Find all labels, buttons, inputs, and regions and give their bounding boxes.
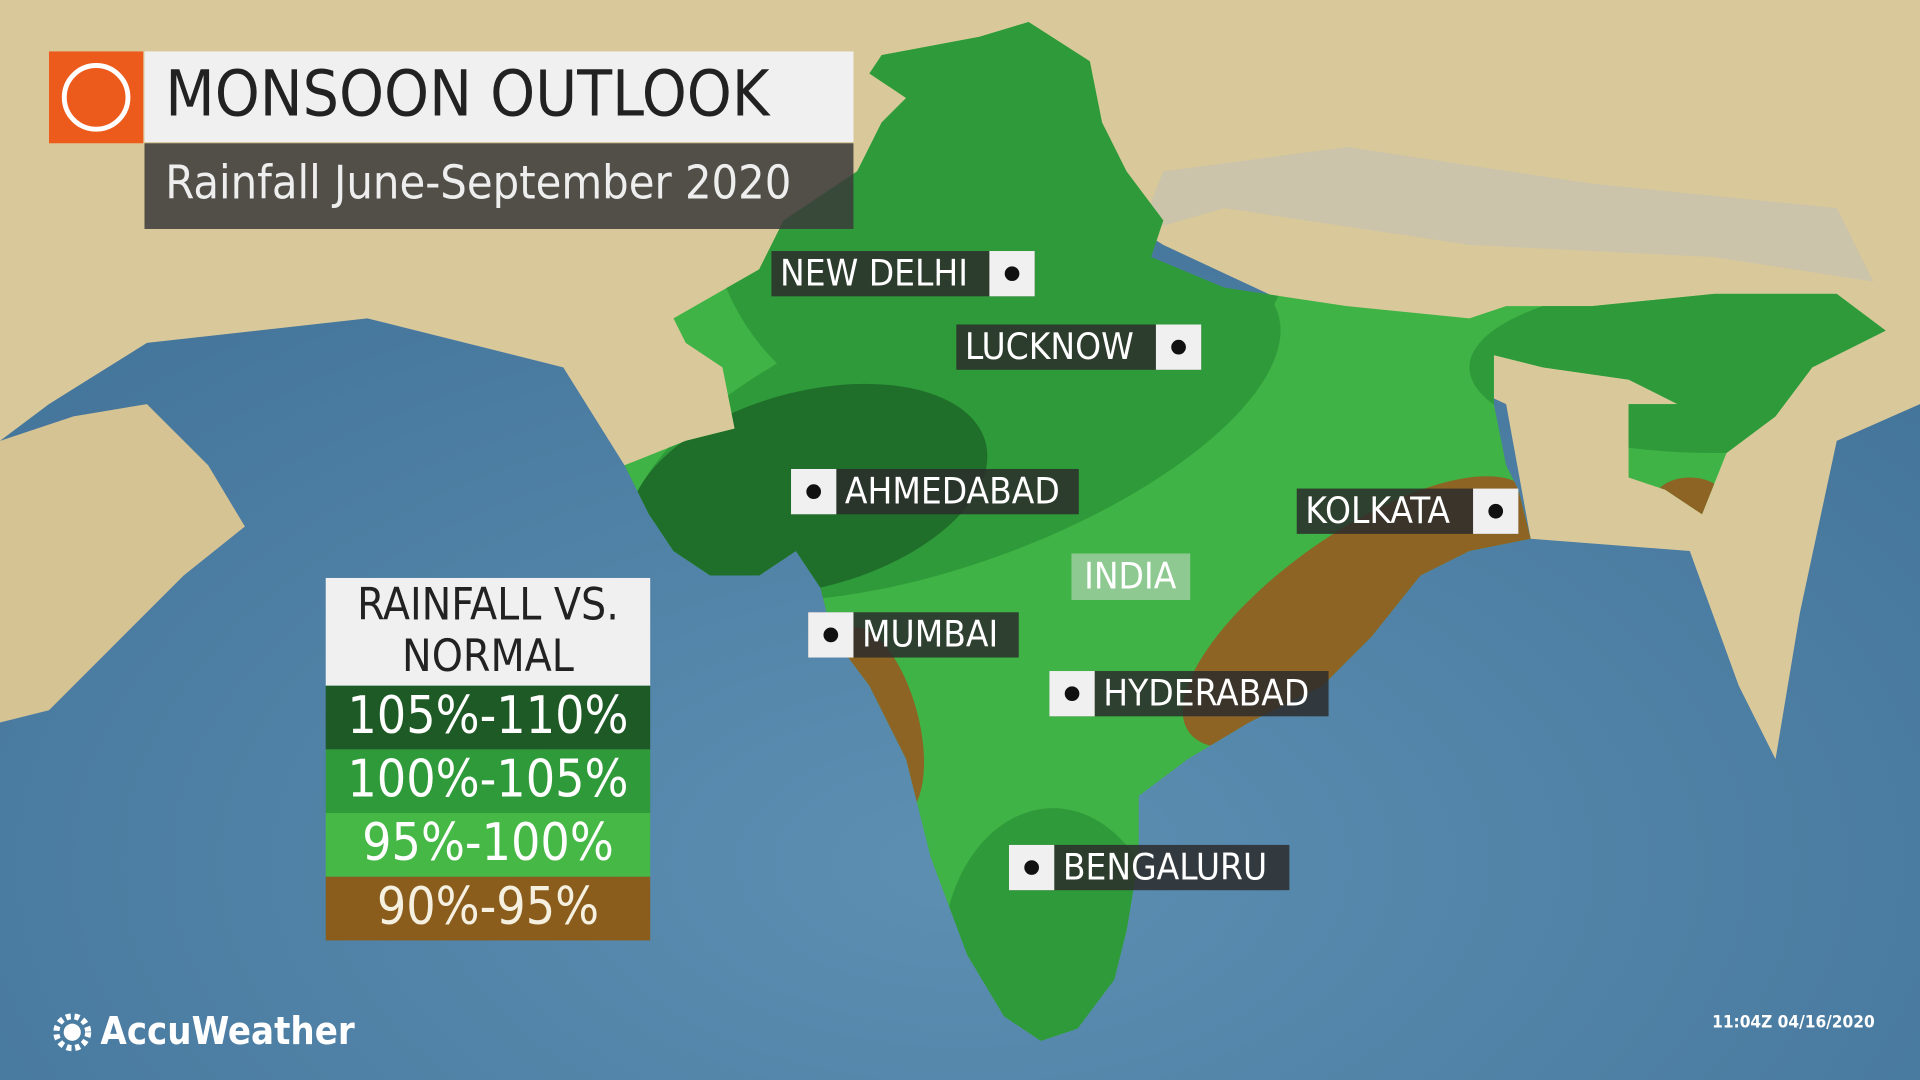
country-label: INDIA (1084, 554, 1177, 597)
legend-swatch (325, 749, 651, 814)
legend-swatch (325, 813, 651, 877)
legend: RAINFALL VS. NORMAL 105%-110%100%-105%95… (325, 577, 651, 941)
land (0, 404, 245, 723)
legend-swatch (325, 685, 651, 750)
city-label-box (1049, 671, 1329, 717)
country-box (1071, 553, 1191, 600)
mountains (1138, 146, 1874, 282)
city-name: LUCKNOW (965, 325, 1134, 368)
city-marker (1064, 686, 1080, 702)
city-marker (1488, 503, 1504, 519)
legend-swatch (325, 876, 651, 941)
legend-entry: 100%-105% (347, 749, 628, 809)
timestamp: 11:04Z 04/16/2020 (1712, 1012, 1875, 1032)
city-name: BENGALURU (1063, 845, 1267, 888)
legend-entry: 105%-110% (347, 686, 628, 746)
legend-entry: 90%-95% (377, 877, 599, 937)
legend-entry: 95%-100% (362, 813, 614, 873)
subtitle: Rainfall June-September 2020 (165, 156, 791, 210)
city-marker (806, 484, 822, 499)
city-marker (823, 627, 839, 643)
brand-logo (63, 1023, 81, 1041)
legend-title-box (325, 577, 651, 686)
city-marker (1024, 860, 1039, 875)
globe-icon (61, 63, 131, 132)
city-marker (1004, 266, 1020, 282)
title: MONSOON OUTLOOK (165, 58, 771, 132)
city-marker (1171, 339, 1186, 355)
brand: AccuWeather (100, 1009, 354, 1053)
city-name: AHMEDABAD (845, 469, 1060, 512)
city-name: HYDERABAD (1103, 671, 1309, 714)
title-box (144, 51, 854, 143)
city-label-box (791, 468, 1079, 515)
brand-logo (53, 1013, 92, 1052)
subtitle-box (144, 143, 854, 229)
city-name: MUMBAI (862, 613, 998, 656)
city-name: NEW DELHI (780, 251, 968, 294)
city-name: KOLKATA (1305, 489, 1450, 532)
city-labels: NEW DELHI LUCKNOW AHMEDABAD KOLKATA MUMBAI HY… (771, 251, 1519, 891)
legend-title-line: NORMAL (402, 631, 574, 682)
legend-title-line: RAINFALL VS. (357, 579, 619, 630)
city-label-box (1008, 844, 1290, 891)
